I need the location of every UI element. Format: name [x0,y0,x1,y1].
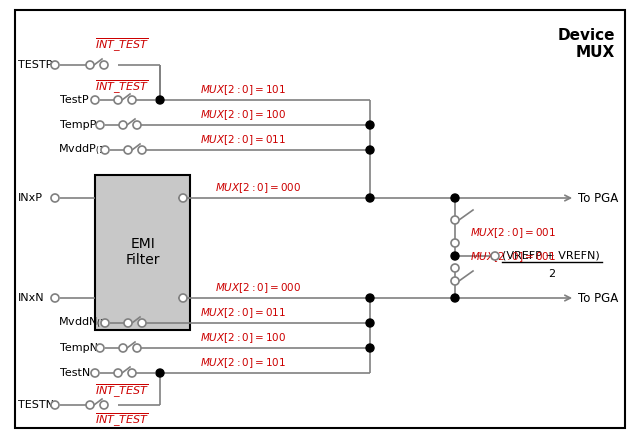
Text: Device
MUX: Device MUX [558,28,615,60]
Circle shape [119,344,127,352]
Circle shape [366,121,374,129]
Circle shape [124,319,132,327]
Circle shape [91,369,99,377]
Circle shape [366,194,374,202]
Circle shape [179,294,187,302]
Circle shape [100,61,108,69]
Circle shape [156,96,164,104]
Circle shape [100,401,108,409]
Circle shape [101,319,109,327]
Text: To PGA: To PGA [578,292,619,304]
Text: (VREFP + VREFN): (VREFP + VREFN) [502,251,600,261]
Circle shape [114,96,122,104]
Circle shape [179,194,187,202]
Circle shape [128,369,136,377]
Circle shape [451,239,459,247]
Circle shape [51,294,59,302]
Text: $MUX[2{:}0] = 000$: $MUX[2{:}0] = 000$ [215,281,301,295]
Circle shape [451,264,459,272]
Text: $MUX[2{:}0] = 001$: $MUX[2{:}0] = 001$ [470,250,556,264]
Circle shape [51,401,59,409]
Text: TestP: TestP [60,95,88,105]
Text: $\overline{INT\_TEST}$: $\overline{INT\_TEST}$ [95,411,149,429]
FancyBboxPatch shape [95,175,190,330]
Text: TESTP: TESTP [18,60,53,70]
Text: $\overline{INT\_TEST}$: $\overline{INT\_TEST}$ [95,78,149,96]
Circle shape [101,146,109,154]
Text: $\overline{INT\_TEST}$: $\overline{INT\_TEST}$ [95,36,149,54]
Text: EMI: EMI [130,237,155,251]
Circle shape [128,96,136,104]
Circle shape [91,96,99,104]
Circle shape [138,146,146,154]
Circle shape [119,121,127,129]
Text: To PGA: To PGA [578,191,619,205]
Text: TempP: TempP [60,120,96,130]
Circle shape [451,252,459,260]
Text: $MUX[2{:}0] = 001$: $MUX[2{:}0] = 001$ [470,226,556,240]
Circle shape [96,344,104,352]
Circle shape [124,146,132,154]
Text: $MUX[2{:}0] = 011$: $MUX[2{:}0] = 011$ [200,133,286,147]
Text: MvddN$_{(1)}$: MvddN$_{(1)}$ [58,316,109,330]
Text: $MUX[2{:}0] = 100$: $MUX[2{:}0] = 100$ [200,331,287,345]
Text: 2: 2 [549,269,556,279]
Text: $MUX[2{:}0] = 011$: $MUX[2{:}0] = 011$ [200,306,286,320]
Text: Filter: Filter [125,254,160,268]
Circle shape [451,216,459,224]
Circle shape [451,294,459,302]
Circle shape [451,277,459,285]
Circle shape [366,319,374,327]
Circle shape [366,294,374,302]
FancyBboxPatch shape [15,10,625,428]
Circle shape [86,401,94,409]
Circle shape [451,194,459,202]
Text: $MUX[2{:}0] = 100$: $MUX[2{:}0] = 100$ [200,108,287,122]
Text: $MUX[2{:}0] = 101$: $MUX[2{:}0] = 101$ [200,356,286,370]
Circle shape [51,61,59,69]
Text: TempN: TempN [60,343,98,353]
Text: TestN: TestN [60,368,90,378]
Text: INxN: INxN [18,293,45,303]
Circle shape [86,61,94,69]
Circle shape [366,146,374,154]
Text: $MUX[2{:}0] = 101$: $MUX[2{:}0] = 101$ [200,83,286,97]
Circle shape [96,121,104,129]
Circle shape [133,344,141,352]
Circle shape [156,369,164,377]
Circle shape [366,344,374,352]
Circle shape [491,252,499,260]
Circle shape [114,369,122,377]
Circle shape [138,319,146,327]
Text: $\overline{INT\_TEST}$: $\overline{INT\_TEST}$ [95,382,149,400]
Text: $MUX[2{:}0] = 000$: $MUX[2{:}0] = 000$ [215,181,301,195]
Circle shape [51,194,59,202]
Text: INxP: INxP [18,193,43,203]
Text: MvddP$_{(1)}$: MvddP$_{(1)}$ [58,143,108,157]
Text: TESTN: TESTN [18,400,54,410]
Circle shape [133,121,141,129]
